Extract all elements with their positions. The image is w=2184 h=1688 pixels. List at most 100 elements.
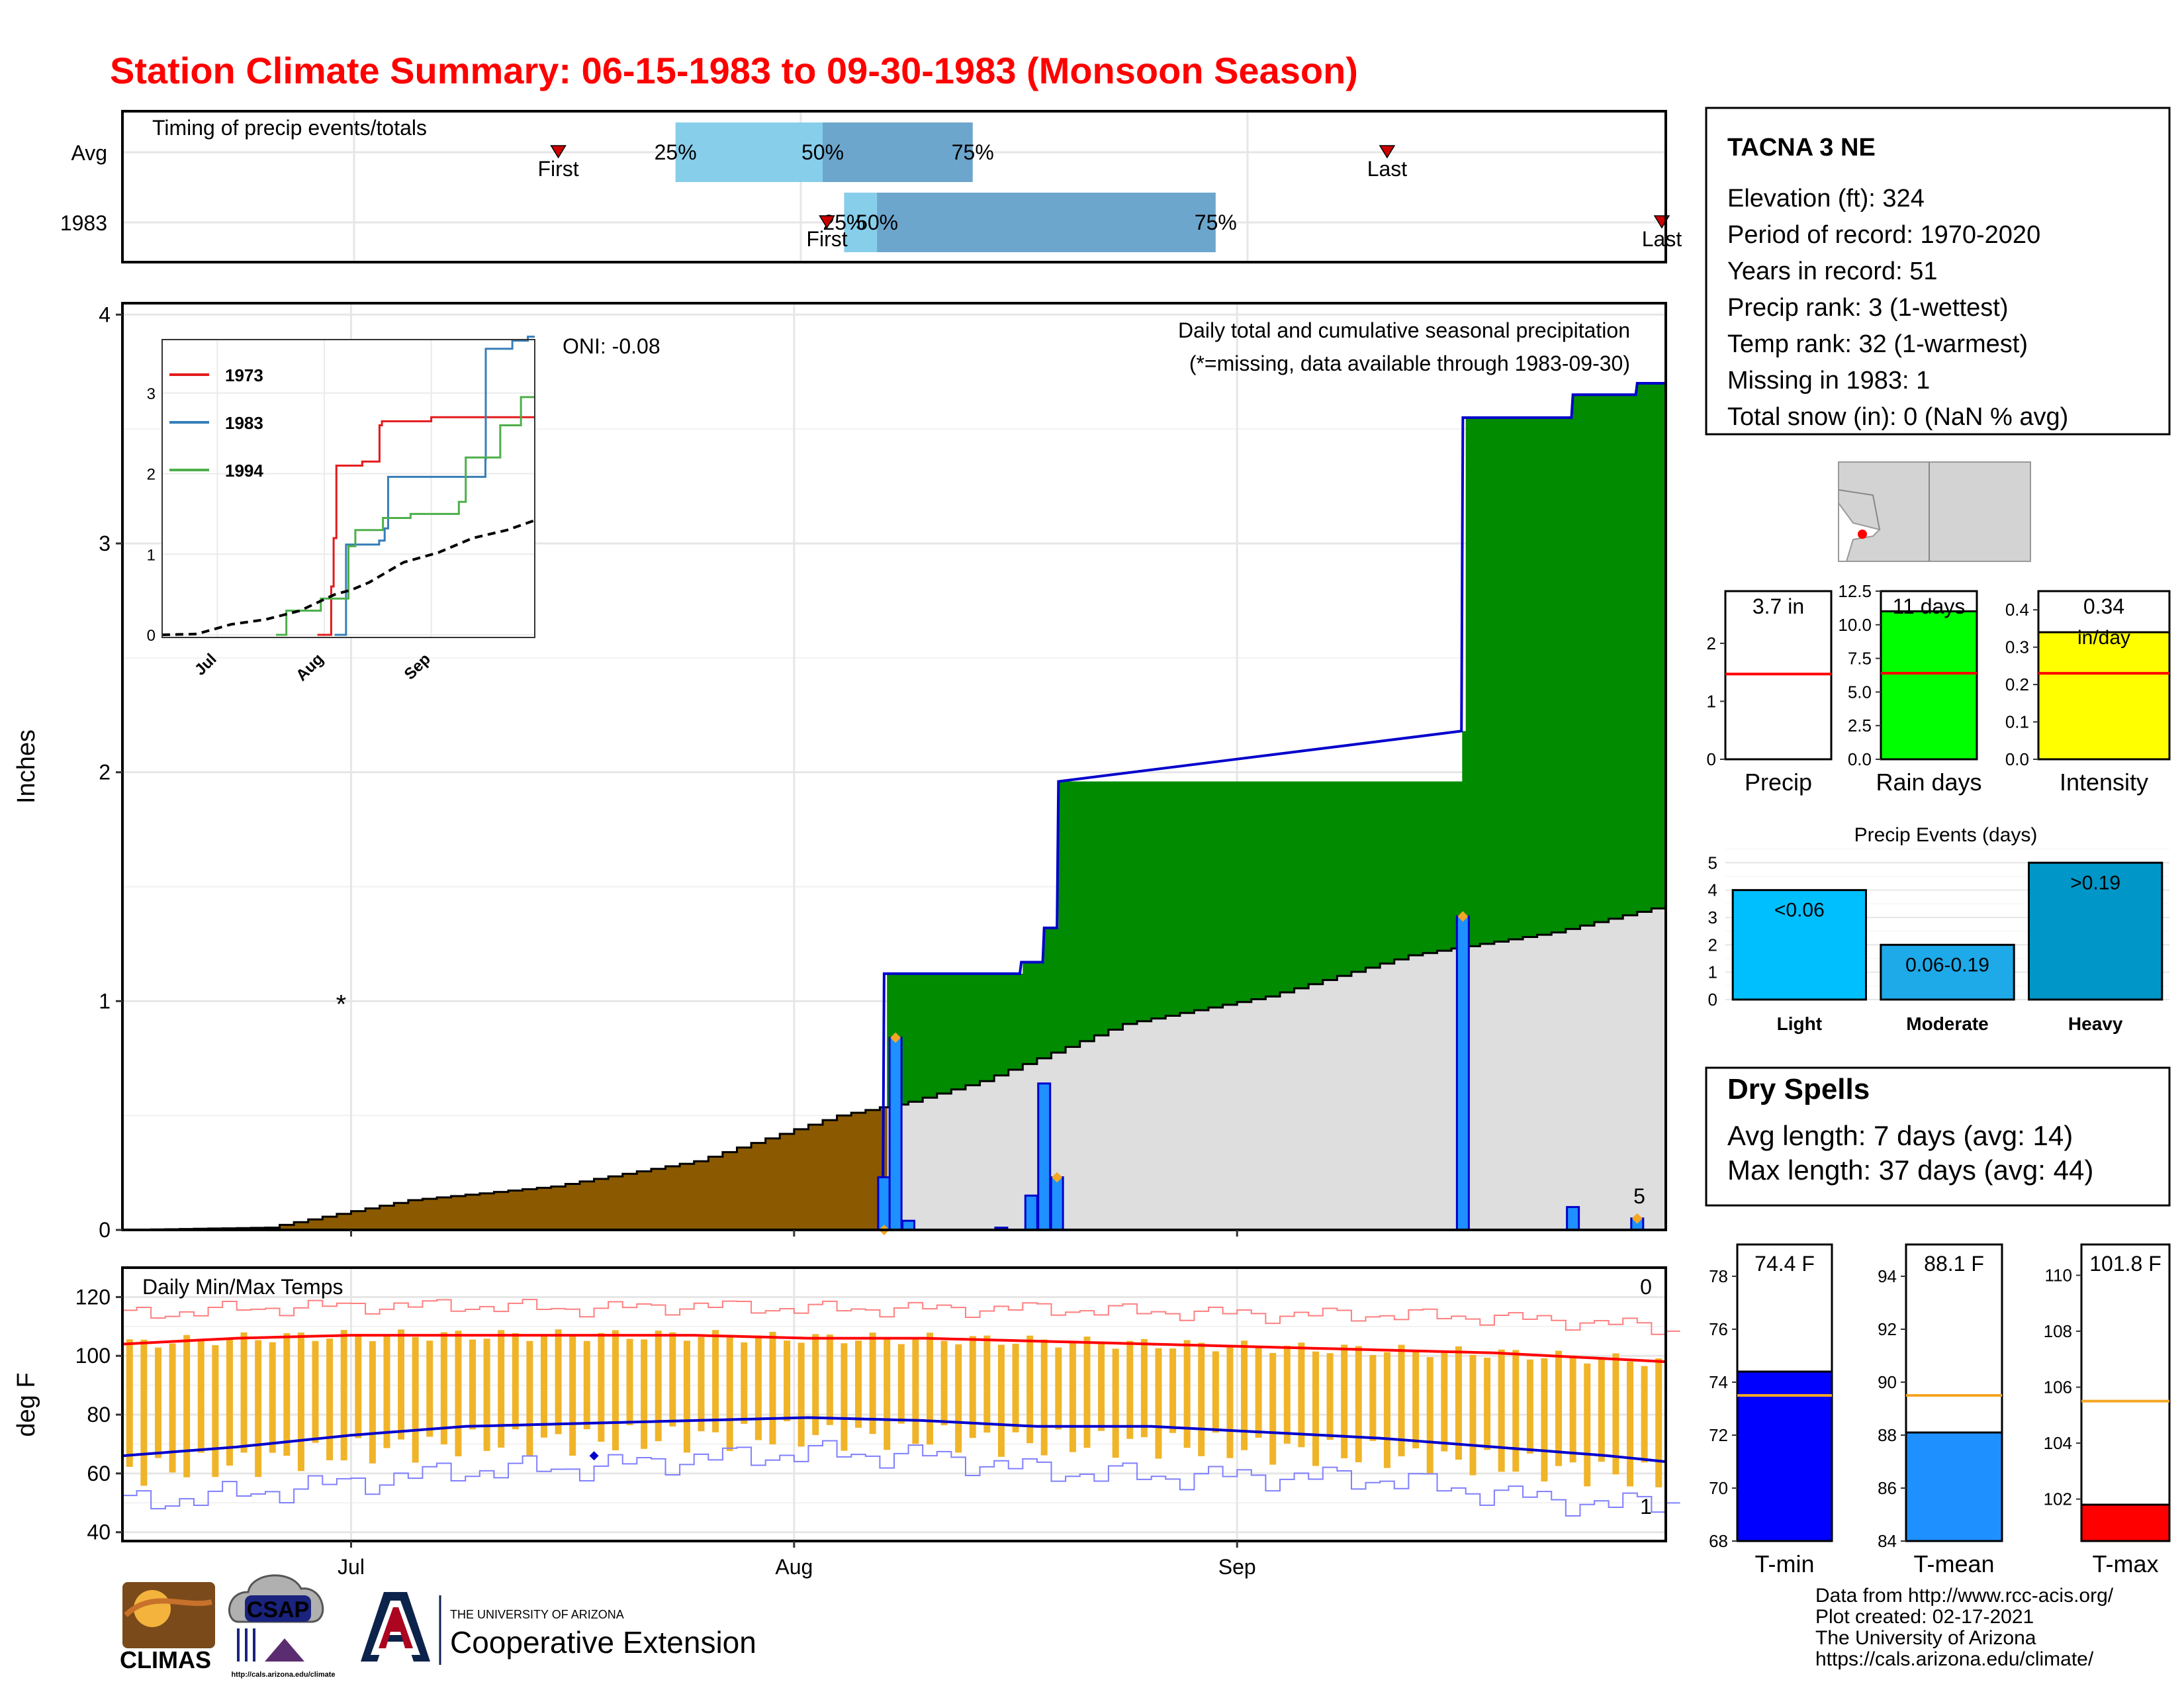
temp-daily-range-bar — [269, 1342, 276, 1453]
ua-logo-top: THE UNIVERSITY OF ARIZONA — [450, 1608, 624, 1621]
footer-line-4: https://cals.arizona.edu/climate/ — [1815, 1648, 2094, 1670]
inset-legend-1994: 1994 — [225, 461, 263, 481]
temp-x-tick-label: Jul — [338, 1555, 365, 1579]
temp-daily-range-bar — [1069, 1342, 1076, 1452]
temp-daily-range-bar — [583, 1340, 590, 1430]
temp-daily-range-bar — [1641, 1366, 1648, 1463]
summary-bar-label-bg — [2041, 594, 2167, 626]
temp-daily-range-bar — [1569, 1355, 1576, 1463]
temp-daily-range-bar — [683, 1340, 690, 1453]
temp-daily-range-bar — [540, 1336, 547, 1438]
temp-daily-range-bar — [240, 1332, 248, 1453]
precip-daily-bar — [1566, 1205, 1580, 1231]
events-y-tick-label: 2 — [1708, 935, 1717, 955]
temp-daily-range-bar — [340, 1330, 347, 1461]
precip-daily-bar — [1037, 1082, 1052, 1231]
temp-daily-range-bar — [712, 1330, 719, 1432]
station-line-temp-rank: Temp rank: 32 (1-warmest) — [1727, 330, 2028, 358]
timing-label-last: Last — [1642, 227, 1682, 251]
temp-max-record-count: 0 — [1640, 1275, 1652, 1299]
footer-line-1: Data from http://www.rcc-acis.org/ — [1815, 1585, 2114, 1607]
temp-summary-y-tick-label: 108 — [2044, 1321, 2072, 1341]
temp-summary-y-tick-label: 76 — [1709, 1319, 1728, 1339]
temp-summary-name: T-mean — [1913, 1550, 1994, 1577]
precip-below-avg-area — [122, 908, 1666, 1230]
temp-daily-range-bar — [669, 1332, 676, 1427]
summary-bar-fill — [2037, 631, 2171, 761]
dry-spells-box: Dry Spells Avg length: 7 days (avg: 14) … — [1705, 1066, 2171, 1207]
temp-daily-range-bar — [1655, 1358, 1662, 1487]
timing-bar-q1 — [675, 122, 823, 182]
events-y-tick-label: 5 — [1708, 853, 1717, 872]
temp-daily-range-bar — [1269, 1352, 1277, 1465]
temp-daily-range-bar — [969, 1336, 976, 1438]
temp-daily-range-bar — [641, 1339, 648, 1449]
dry-spells-title: Dry Spells — [1727, 1073, 1870, 1105]
precip-extreme-marker — [1457, 911, 1469, 922]
temp-summary-y-tick-label: 94 — [1878, 1266, 1897, 1286]
inset-legend-1973: 1973 — [225, 365, 263, 385]
summary-bar-value: 11 days — [1893, 594, 1966, 618]
timing-marker-first — [550, 145, 567, 159]
temp-daily-range-bar — [1398, 1344, 1405, 1457]
temp-summary-name: T-max — [2092, 1550, 2158, 1577]
precip-daily-bar — [1455, 915, 1470, 1231]
temp-daily-range-bar — [483, 1338, 490, 1451]
temp-daily-range-bar — [1083, 1336, 1091, 1448]
temp-avg-max-line — [122, 1334, 1666, 1364]
timing-marker-last — [1379, 145, 1396, 159]
temp-y-tick-label: 60 — [87, 1462, 111, 1485]
temp-daily-range-bar — [997, 1344, 1005, 1457]
temp-daily-range-bar — [826, 1335, 833, 1425]
station-box: TACNA 3 NE Elevation (ft): 324 Period of… — [1705, 107, 2171, 436]
temp-daily-range-bar — [1198, 1342, 1205, 1456]
precip-y-tick-label: 2 — [99, 761, 111, 784]
summary-bar-y-tick-label: 12.5 — [1838, 581, 1872, 601]
temp-daily-range-bar — [1341, 1344, 1348, 1459]
station-line-period: Period of record: 1970-2020 — [1727, 221, 2040, 249]
temp-daily-range-bar — [1112, 1348, 1119, 1458]
temp-summary-y-tick-label: 110 — [2045, 1265, 2072, 1285]
temp-daily-range-bar — [1126, 1340, 1134, 1439]
temp-y-tick-label: 80 — [87, 1403, 111, 1427]
precip-caption: Daily total and cumulative seasonal prec… — [1178, 318, 1630, 342]
locator-map — [1838, 461, 2031, 562]
precip-y-label: Inches — [13, 729, 40, 804]
events-bar — [1731, 889, 1867, 1001]
temp-summary-y-tick-label: 86 — [1878, 1478, 1897, 1498]
temp-daily-range-bar — [1383, 1352, 1390, 1468]
temp-daily-range-bar — [1312, 1351, 1319, 1466]
climas-logo-text: CLIMAS — [120, 1646, 211, 1673]
events-y-tick-label: 4 — [1708, 880, 1717, 900]
temp-daily-range-bar — [283, 1333, 291, 1456]
station-line-snow: Total snow (in): 0 (NaN % avg) — [1727, 403, 2068, 431]
temp-daily-range-bar — [1298, 1342, 1305, 1448]
temp-daily-range-bar — [383, 1335, 390, 1448]
temp-daily-range-bar — [983, 1335, 991, 1433]
precip-deficit-area — [136, 1107, 887, 1230]
temp-daily-range-bar — [1584, 1363, 1591, 1487]
events-y-tick-label: 0 — [1708, 990, 1717, 1009]
temp-x-tick-label: Aug — [775, 1555, 813, 1579]
temp-daily-range-bar — [912, 1337, 919, 1444]
events-bar-label: >0.19 — [2070, 872, 2120, 894]
precip-observed-cumulative-line — [122, 381, 1666, 1231]
temp-daily-range-bar — [784, 1340, 791, 1421]
footer-credits: Data from http://www.rcc-acis.org/ Plot … — [1815, 1585, 2114, 1670]
temp-grid — [122, 1268, 1666, 1541]
summary-bar-fill — [1880, 610, 1978, 761]
temp-summary-value: 74.4 F — [1754, 1252, 1815, 1276]
events-bar-label: 0.06-0.19 — [1905, 954, 1989, 976]
summary-bar-y-tick-label: 2 — [1707, 633, 1716, 653]
temp-daily-range-bar — [297, 1333, 304, 1472]
temp-summary-y-tick-label: 78 — [1709, 1266, 1728, 1286]
temp-daily-range-bar — [1455, 1346, 1462, 1460]
temp-summary-fill — [2080, 1503, 2171, 1542]
station-line-elevation: Elevation (ft): 324 — [1727, 185, 1925, 212]
temp-daily-range-bar — [612, 1330, 619, 1450]
temp-daily-range-bar — [455, 1331, 462, 1457]
precip-extreme-marker — [890, 1032, 901, 1043]
temp-summary-y-tick-label: 90 — [1878, 1372, 1897, 1392]
temp-daily-range-bar — [1255, 1347, 1262, 1438]
summary-bar-y-tick-label: 2.5 — [1848, 716, 1872, 735]
